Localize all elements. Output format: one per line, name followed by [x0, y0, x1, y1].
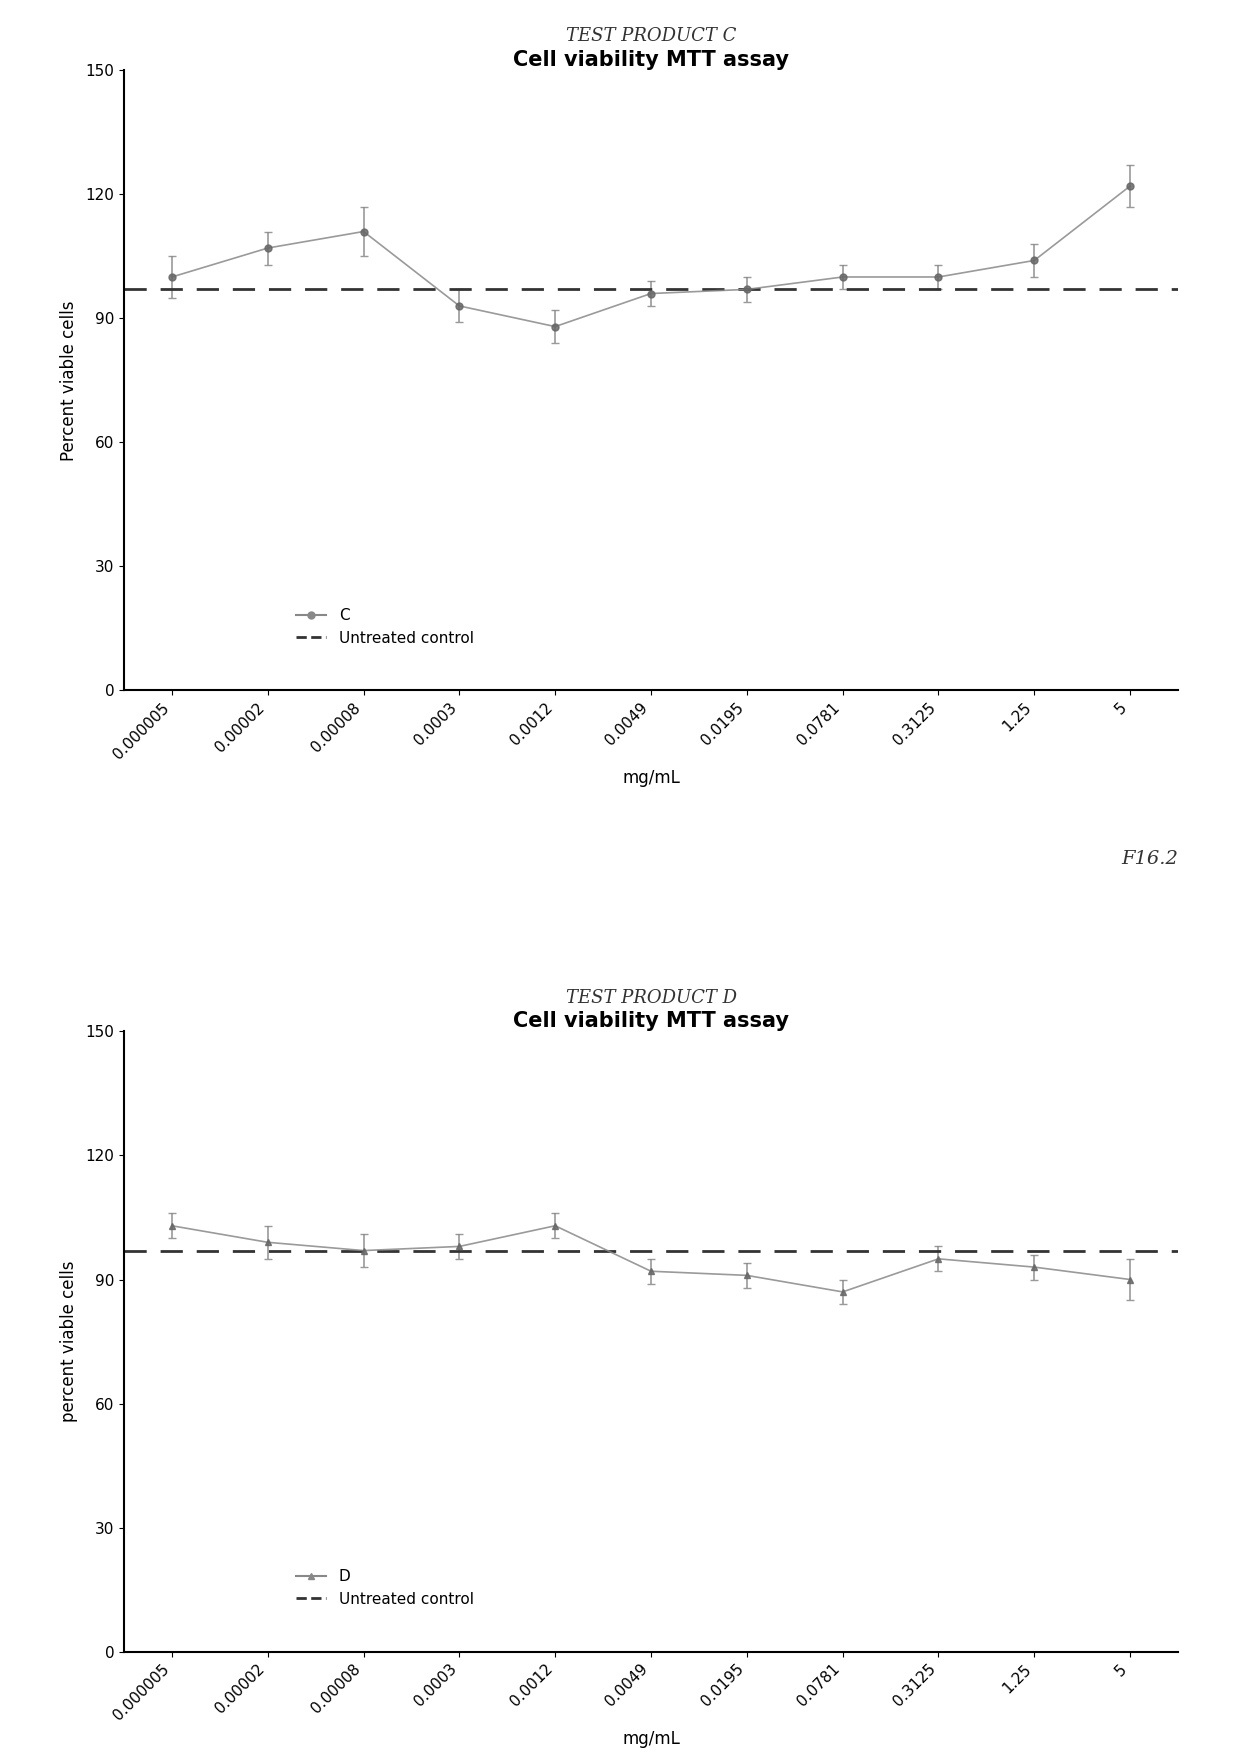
Y-axis label: Percent viable cells: Percent viable cells: [61, 300, 78, 460]
Text: TEST PRODUCT C: TEST PRODUCT C: [565, 28, 737, 46]
X-axis label: mg/mL: mg/mL: [622, 1731, 680, 1748]
Legend: D, Untreated control: D, Untreated control: [290, 1564, 480, 1613]
Text: F16.2: F16.2: [1121, 850, 1178, 868]
Text: TEST PRODUCT D: TEST PRODUCT D: [565, 989, 737, 1007]
Title: Cell viability MTT assay: Cell viability MTT assay: [513, 1012, 789, 1031]
X-axis label: mg/mL: mg/mL: [622, 770, 680, 787]
Y-axis label: percent viable cells: percent viable cells: [61, 1262, 78, 1421]
Title: Cell viability MTT assay: Cell viability MTT assay: [513, 51, 789, 70]
Legend: C, Untreated control: C, Untreated control: [290, 603, 480, 652]
